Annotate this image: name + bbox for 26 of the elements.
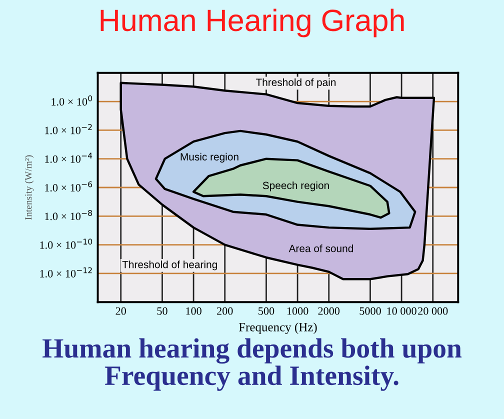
- y-tick-label: 1.0 × 10$^{−6}$: [45, 181, 92, 192]
- x-tick-label: 500: [258, 307, 274, 315]
- x-tick-label: 2000: [318, 307, 340, 315]
- y-tick-label: 1.0 × 10$^{0}$: [52, 95, 92, 106]
- y-tick-label: 1.0 × 10$^{−2}$: [45, 124, 92, 134]
- y-tick-label: 1.0 × 10$^{−12}$: [40, 267, 92, 278]
- x-tick-label: 20: [116, 307, 126, 315]
- x-tick-label: 5000: [360, 307, 381, 315]
- chart-title: Human Hearing Graph: [100, 8, 404, 38]
- x-tick-label: 1000: [287, 307, 308, 315]
- x-tick-label: 20 000: [418, 307, 448, 315]
- x-axis-title: Frequency (Hz): [238, 322, 317, 334]
- text: Human hearing depends both upon Frequency and Intensity.: [42, 338, 462, 391]
- y-tick-label: 1.0 × 10$^{−8}$: [45, 210, 92, 220]
- x-tick-label: 10 000: [387, 307, 416, 315]
- y-tick-label: 1.0 × 10$^{−10}$: [40, 238, 92, 249]
- annotation: Threshold of pain: [256, 78, 336, 88]
- x-tick-label: 100: [186, 307, 202, 315]
- annotation: Music region: [180, 152, 238, 163]
- annotation: Threshold of hearing: [122, 260, 217, 270]
- annotation: Speech region: [262, 182, 329, 192]
- x-tick-label: 50: [157, 307, 168, 315]
- y-axis-title: Intensity (W/m²): [24, 155, 34, 220]
- x-tick-label: 200: [217, 307, 233, 315]
- y-tick-label: 1.0 × 10$^{−4}$: [45, 152, 92, 163]
- annotation: Area of sound: [288, 244, 353, 252]
